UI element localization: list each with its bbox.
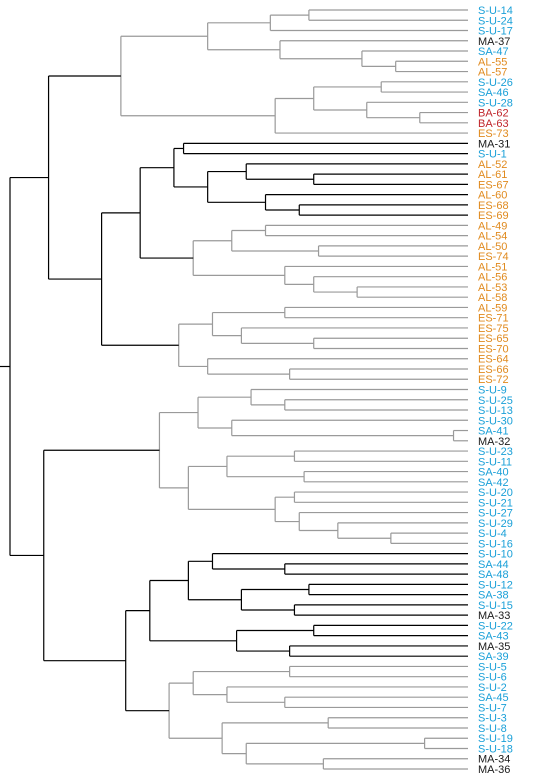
- leaf-label: ES-71: [478, 313, 509, 325]
- leaf-label: MA-34: [478, 754, 510, 766]
- leaf-label: AL-51: [478, 261, 507, 273]
- leaf-label: SA-47: [478, 46, 509, 58]
- leaf-label: SA-39: [478, 651, 509, 663]
- leaf-label: AL-56: [478, 272, 507, 284]
- leaf-label: ES-69: [478, 210, 509, 222]
- leaf-label: ES-75: [478, 323, 509, 335]
- leaf-label: AL-53: [478, 282, 507, 294]
- leaf-label: AL-61: [478, 169, 507, 181]
- leaf-label: S-U-13: [478, 405, 513, 417]
- leaf-label: MA-35: [478, 641, 510, 653]
- leaf-label: AL-55: [478, 56, 507, 68]
- leaf-label: AL-60: [478, 190, 507, 202]
- dendrogram-branches: [0, 9, 468, 770]
- leaf-label: S-U-2: [478, 682, 507, 694]
- leaf-label: S-U-18: [478, 743, 513, 755]
- leaf-label: S-U-25: [478, 395, 513, 407]
- leaf-label: ES-65: [478, 333, 509, 345]
- leaf-label: S-U-9: [478, 385, 507, 397]
- leaf-label: S-U-30: [478, 415, 513, 427]
- leaf-label: ES-64: [478, 354, 509, 366]
- leaf-label: S-U-14: [478, 5, 513, 17]
- leaf-label: AL-52: [478, 159, 507, 171]
- leaf-label: AL-58: [478, 292, 507, 304]
- leaf-label: S-U-29: [478, 518, 513, 530]
- leaf-label: S-U-20: [478, 487, 513, 499]
- leaf-label: MA-36: [478, 764, 510, 776]
- leaf-label: S-U-27: [478, 508, 513, 520]
- leaf-label: S-U-19: [478, 733, 513, 745]
- leaf-label: SA-40: [478, 467, 509, 479]
- leaf-label: SA-38: [478, 590, 509, 602]
- leaf-label: S-U-4: [478, 528, 507, 540]
- leaf-label: AL-57: [478, 67, 507, 79]
- leaf-label: S-U-23: [478, 446, 513, 458]
- leaf-label: S-U-5: [478, 661, 507, 673]
- leaf-label: S-U-10: [478, 549, 513, 561]
- leaf-label: ES-74: [478, 251, 509, 263]
- leaf-label: S-U-12: [478, 579, 513, 591]
- leaf-label: S-U-1: [478, 149, 507, 161]
- leaf-label: SA-41: [478, 426, 509, 438]
- leaf-label: S-U-8: [478, 723, 507, 735]
- leaf-label: S-U-7: [478, 702, 507, 714]
- leaf-label: MA-31: [478, 138, 510, 150]
- leaf-label: ES-72: [478, 374, 509, 386]
- leaf-label: ES-66: [478, 364, 509, 376]
- leaf-label: S-U-21: [478, 497, 513, 509]
- leaf-label: BA-63: [478, 118, 509, 130]
- leaf-label: S-U-26: [478, 77, 513, 89]
- leaf-label: ES-67: [478, 179, 509, 191]
- leaf-label: MA-37: [478, 36, 510, 48]
- leaf-label: SA-48: [478, 569, 509, 581]
- leaf-label: S-U-22: [478, 620, 513, 632]
- leaf-label: S-U-24: [478, 15, 513, 27]
- leaf-label: S-U-16: [478, 538, 513, 550]
- leaf-label: S-U-6: [478, 672, 507, 684]
- leaf-label: S-U-11: [478, 456, 512, 468]
- leaf-label: SA-44: [478, 559, 509, 571]
- leaf-label: S-U-17: [478, 26, 513, 38]
- leaf-label: S-U-3: [478, 713, 507, 725]
- leaf-label: SA-42: [478, 477, 509, 489]
- leaf-label: AL-59: [478, 302, 507, 314]
- leaf-label: AL-54: [478, 231, 507, 243]
- leaf-label: ES-73: [478, 128, 509, 140]
- leaf-label: S-U-28: [478, 97, 513, 109]
- leaf-label: ES-68: [478, 200, 509, 212]
- leaf-label: SA-43: [478, 631, 509, 643]
- leaf-label: AL-49: [478, 220, 507, 232]
- leaf-labels: S-U-14S-U-24S-U-17MA-37SA-47AL-55AL-57S-…: [478, 5, 513, 776]
- leaf-label: BA-62: [478, 108, 509, 120]
- leaf-label: MA-32: [478, 436, 510, 448]
- leaf-label: MA-33: [478, 610, 510, 622]
- leaf-label: AL-50: [478, 241, 507, 253]
- leaf-label: S-U-15: [478, 600, 513, 612]
- leaf-label: SA-45: [478, 692, 509, 704]
- leaf-label: ES-70: [478, 343, 509, 355]
- leaf-label: SA-46: [478, 87, 509, 99]
